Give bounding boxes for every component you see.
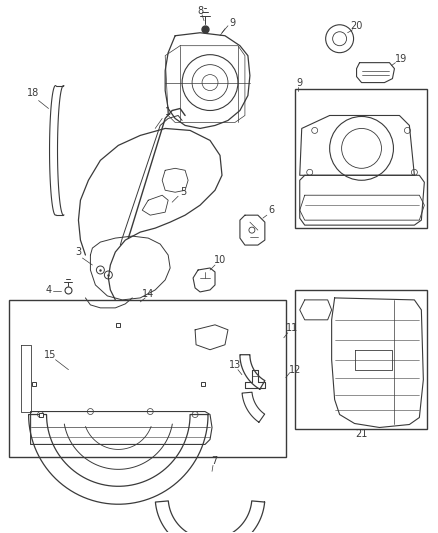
Text: 1: 1 (165, 108, 171, 117)
Text: 8: 8 (197, 6, 203, 16)
Text: 21: 21 (355, 430, 368, 440)
Text: 14: 14 (142, 289, 154, 299)
Text: 18: 18 (26, 87, 39, 98)
Text: 12: 12 (289, 365, 301, 375)
Text: 20: 20 (350, 21, 363, 31)
Text: 11: 11 (286, 323, 298, 333)
Bar (9, 300, 286, 457)
Text: 9: 9 (229, 18, 235, 28)
Text: 3: 3 (75, 247, 81, 257)
Text: 4: 4 (46, 285, 52, 295)
Text: 19: 19 (395, 54, 407, 63)
Text: 10: 10 (214, 255, 226, 265)
Text: 9: 9 (297, 78, 303, 87)
Text: 13: 13 (229, 360, 241, 370)
Text: 5: 5 (180, 187, 186, 197)
Bar (295, 290, 427, 430)
Bar (295, 88, 427, 228)
Text: 6: 6 (269, 205, 275, 215)
Text: 7: 7 (211, 456, 217, 466)
Text: 15: 15 (44, 350, 57, 360)
